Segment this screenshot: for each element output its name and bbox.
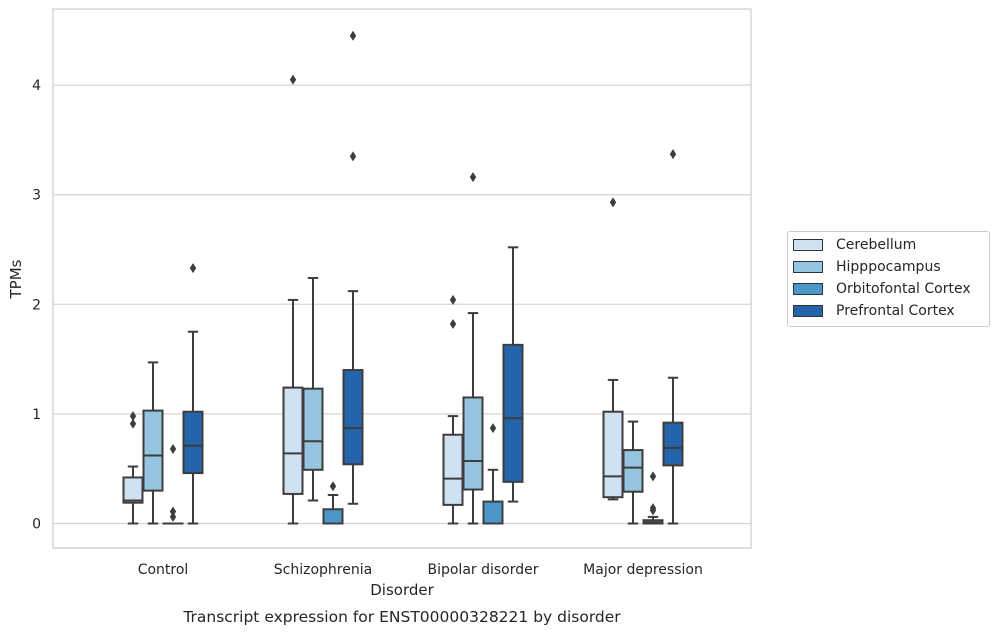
plot-frame bbox=[52, 8, 752, 549]
outlier-point bbox=[649, 471, 657, 482]
box-1-1 bbox=[302, 276, 324, 502]
outlier-point bbox=[189, 263, 197, 274]
box-iqr bbox=[482, 500, 504, 525]
x-tick-label: Control bbox=[138, 562, 189, 578]
outlier-point bbox=[609, 197, 617, 208]
box-2-1 bbox=[462, 172, 484, 525]
y-tick-label: 2 bbox=[32, 297, 41, 313]
y-tick-label: 4 bbox=[32, 78, 41, 94]
y-tick-label: 1 bbox=[32, 407, 41, 423]
outlier-point bbox=[449, 294, 457, 305]
box-2-0 bbox=[442, 294, 464, 525]
legend-swatch-hippocampus bbox=[793, 261, 823, 273]
box-0-3 bbox=[182, 263, 204, 525]
outlier-point bbox=[649, 505, 657, 516]
box-3-0 bbox=[602, 197, 624, 501]
box-iqr bbox=[302, 387, 324, 471]
outlier-point bbox=[349, 151, 357, 162]
box-1-3 bbox=[342, 30, 364, 505]
x-tick-label: Schizophrenia bbox=[274, 562, 372, 578]
outlier-point bbox=[289, 74, 297, 85]
x-tick-label: Bipolar disorder bbox=[427, 562, 538, 578]
box-0-0 bbox=[122, 411, 144, 525]
legend-label: Prefrontal Cortex bbox=[836, 303, 955, 319]
box-iqr bbox=[322, 508, 344, 525]
boxes bbox=[122, 30, 684, 525]
box-iqr bbox=[282, 386, 304, 495]
outlier-point bbox=[669, 149, 677, 160]
box-0-2 bbox=[162, 443, 184, 525]
chart-title: Transcript expression for ENST0000032822… bbox=[182, 608, 621, 626]
box-iqr bbox=[502, 343, 524, 483]
legend-label: Orbitofontal Cortex bbox=[836, 281, 971, 297]
box-1-2 bbox=[322, 481, 344, 525]
box-3-3 bbox=[662, 149, 684, 525]
outlier-point bbox=[169, 506, 177, 517]
box-3-2 bbox=[642, 471, 664, 525]
box-iqr bbox=[342, 369, 364, 466]
box-iqr bbox=[622, 449, 644, 493]
outlier-point bbox=[129, 411, 137, 422]
legend-item-cerebellum: Cerebellum bbox=[793, 236, 916, 254]
box-0-1 bbox=[142, 361, 164, 525]
legend-label: Cerebellum bbox=[836, 237, 917, 253]
x-axis: Control Schizophrenia Bipolar disorder Majo… bbox=[138, 562, 703, 578]
legend-item-prefrontal-cortex: Prefrontal Cortex bbox=[793, 302, 955, 320]
box-iqr bbox=[122, 476, 144, 504]
outlier-point bbox=[169, 443, 177, 454]
box-iqr bbox=[462, 396, 484, 491]
legend-swatch-cerebellum bbox=[793, 239, 823, 251]
box-3-1 bbox=[622, 420, 644, 525]
legend: Cerebellum Hipppocampus Orbitofontal Cor… bbox=[787, 231, 990, 327]
outlier-point bbox=[329, 481, 337, 492]
legend-item-orbitofrontal-cortex: Orbitofontal Cortex bbox=[793, 280, 971, 298]
outlier-point bbox=[129, 418, 137, 429]
outlier-point bbox=[349, 30, 357, 41]
box-iqr bbox=[182, 410, 204, 475]
y-tick-label: 3 bbox=[32, 188, 41, 204]
box-2-2 bbox=[482, 423, 504, 525]
outlier-point bbox=[449, 319, 457, 330]
outlier-point bbox=[489, 423, 497, 434]
y-axis: 0 1 2 3 4 bbox=[32, 78, 41, 532]
box-iqr bbox=[602, 410, 624, 499]
box-iqr bbox=[442, 433, 464, 506]
y-axis-label: TPMs bbox=[7, 259, 25, 299]
y-tick-label: 0 bbox=[32, 517, 41, 533]
legend-swatch-orbitofrontal-cortex bbox=[793, 283, 823, 295]
box-iqr bbox=[142, 409, 164, 492]
box-1-0 bbox=[282, 74, 304, 525]
legend-item-hippocampus: Hipppocampus bbox=[793, 258, 941, 276]
x-tick-label: Major depression bbox=[583, 562, 703, 578]
outlier-point bbox=[469, 172, 477, 183]
legend-swatch-prefrontal-cortex bbox=[793, 305, 823, 317]
box-iqr bbox=[662, 421, 684, 467]
outlier-point bbox=[169, 511, 177, 522]
box-2-3 bbox=[502, 246, 524, 503]
x-axis-label: Disorder bbox=[370, 581, 434, 599]
legend-label: Hipppocampus bbox=[836, 259, 941, 275]
